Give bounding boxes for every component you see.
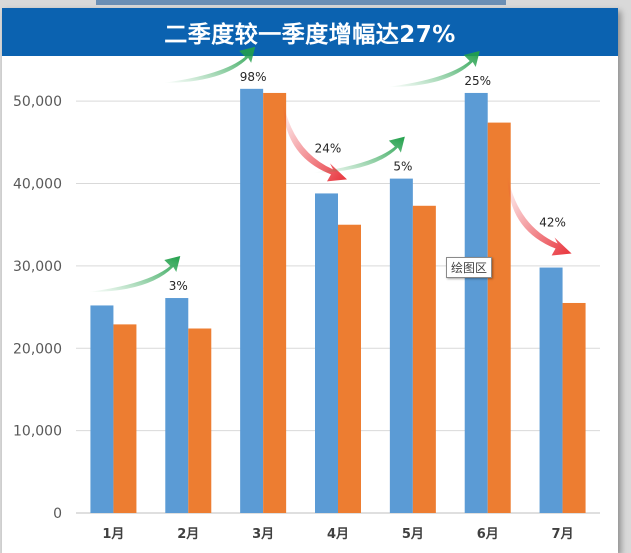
growth-label: 42% <box>539 216 566 230</box>
growth-up-arrow <box>88 256 181 293</box>
top-decor-strip <box>96 0 506 5</box>
y-tick-label: 10,000 <box>13 424 62 440</box>
x-tick-label: 6月 <box>477 527 499 542</box>
bar-series-a <box>90 305 114 513</box>
y-tick-label: 50,000 <box>13 94 62 110</box>
growth-label: 3% <box>169 279 188 293</box>
growth-up-arrow <box>387 50 480 87</box>
y-tick-label: 0 <box>53 506 62 522</box>
growth-label: 24% <box>315 141 342 155</box>
bar-series-b <box>562 302 586 513</box>
x-tick-label: 4月 <box>327 527 349 542</box>
bar-series-a <box>464 92 488 513</box>
bar-series-b <box>412 205 436 513</box>
bar-series-b <box>263 92 287 513</box>
decline-down-arrow <box>507 175 572 256</box>
y-tick-label: 40,000 <box>13 177 62 193</box>
y-tick-label: 20,000 <box>13 341 62 357</box>
bar-series-b <box>188 328 212 513</box>
bar-series-b <box>113 324 137 513</box>
x-tick-label: 3月 <box>252 527 274 542</box>
plot-area-tooltip: 绘图区 <box>446 257 493 278</box>
growth-up-arrow <box>312 136 405 173</box>
x-tick-label: 5月 <box>402 527 424 542</box>
growth-up-arrow <box>163 46 256 83</box>
y-tick-label: 30,000 <box>13 259 62 275</box>
x-tick-label: 2月 <box>177 527 199 542</box>
decline-down-arrow <box>283 101 347 182</box>
bar-series-a <box>240 88 264 513</box>
chart-title: 二季度较一季度增幅达27% <box>164 22 456 48</box>
bar-series-a <box>315 193 338 514</box>
bar-series-b <box>338 224 361 513</box>
bar-series-a <box>165 298 189 513</box>
x-tick-label: 7月 <box>552 527 574 542</box>
growth-label: 5% <box>393 160 412 174</box>
chart-card: 二季度较一季度增幅达27% 0 10,000 20,000 30,000 40,000 5… <box>2 8 618 553</box>
bar-series-b <box>487 122 511 513</box>
bar-series-a <box>539 267 563 513</box>
growth-label: 98% <box>240 70 267 84</box>
growth-label: 25% <box>464 74 491 88</box>
chart-plot-area[interactable]: 0 10,000 20,000 30,000 40,000 50,000 1月 2月 3月 4月 5… <box>2 8 618 553</box>
bar-series-a <box>389 178 413 513</box>
x-tick-label: 1月 <box>102 527 124 542</box>
title-bar: 二季度较一季度增幅达27% <box>2 8 618 56</box>
